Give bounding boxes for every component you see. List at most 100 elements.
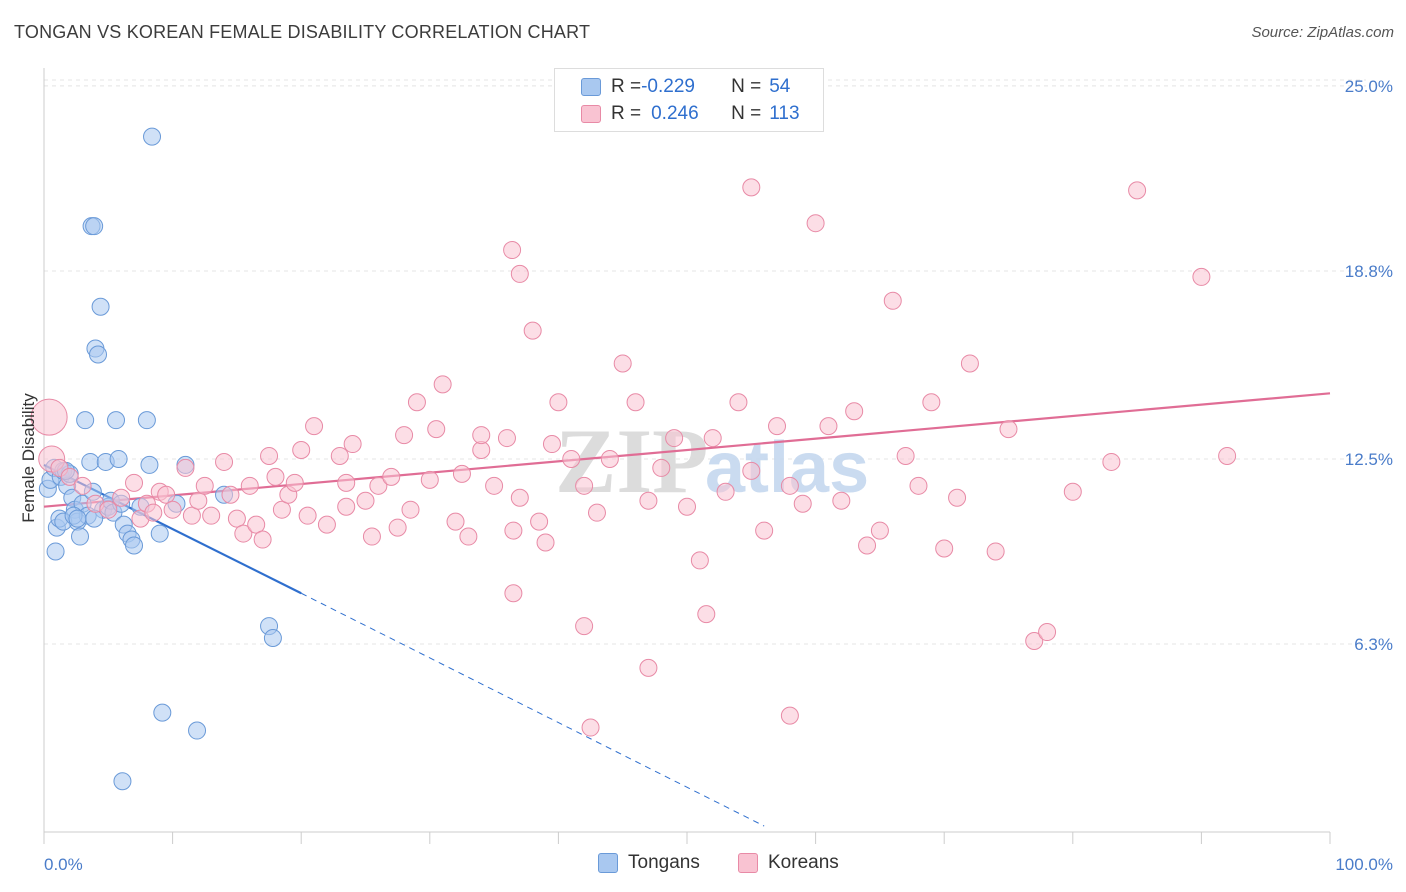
korean-point <box>176 458 195 477</box>
korean-point <box>1128 181 1147 200</box>
legend-n-value: 54 <box>769 76 791 97</box>
legend-r-value: 0.246 <box>651 103 699 124</box>
legend-row-tongans: R = -0.229 N = 54 <box>581 75 790 99</box>
korean-point <box>587 503 606 522</box>
korean-point <box>99 500 118 519</box>
korean-point <box>742 178 761 197</box>
korean-point <box>575 476 594 495</box>
korean-point <box>523 321 542 340</box>
legend-label-tongans: Tongans <box>628 852 700 873</box>
chart-title: TONGAN VS KOREAN FEMALE DISABILITY CORRE… <box>14 22 591 42</box>
tongan-point <box>85 217 104 236</box>
legend-n-label: N = <box>731 76 762 97</box>
korean-point <box>163 500 182 519</box>
legend-n-label: N = <box>731 103 762 124</box>
tongan-point <box>107 411 126 430</box>
y-axis-label: Female Disability <box>19 393 38 523</box>
korean-point <box>935 539 954 558</box>
korean-point <box>253 530 272 549</box>
tongan-point <box>263 629 282 648</box>
korean-point <box>806 214 825 233</box>
legend-r-label: R = <box>611 103 642 124</box>
korean-point <box>247 515 266 534</box>
korean-point <box>652 458 671 477</box>
korean-point <box>922 393 941 412</box>
correlation-legend: R = -0.229 N = 54 R = 0.246 N = 113 <box>554 68 824 132</box>
korean-point <box>510 488 529 507</box>
korean-point <box>195 476 214 495</box>
tongan-point <box>71 527 90 546</box>
tongan-point <box>137 411 156 430</box>
korean-point <box>272 500 291 519</box>
korean-point <box>729 393 748 412</box>
korean-point <box>1038 623 1057 642</box>
legend-item-tongans[interactable]: Tongans <box>598 852 700 874</box>
korean-point <box>768 417 787 436</box>
korean-point <box>742 461 761 480</box>
tongan-point <box>153 703 172 722</box>
korean-point <box>260 446 279 465</box>
legend-swatch-tongans <box>581 78 601 96</box>
korean-point <box>407 393 426 412</box>
korean-point <box>433 375 452 394</box>
korean-point <box>60 467 79 486</box>
legend-swatch-koreans <box>738 853 758 873</box>
korean-point <box>845 402 864 421</box>
korean-point <box>504 584 523 603</box>
korean-point <box>600 449 619 468</box>
korean-point <box>144 503 163 522</box>
korean-point <box>639 658 658 677</box>
korean-point <box>986 542 1005 561</box>
korean-point <box>665 429 684 448</box>
series-koreans <box>30 178 1237 737</box>
legend-n-value: 113 <box>769 103 800 124</box>
korean-point <box>298 506 317 525</box>
korean-point <box>202 506 221 525</box>
korean-point <box>678 497 696 516</box>
trend-line-extension-tongans <box>300 592 765 827</box>
korean-point <box>30 398 68 436</box>
korean-point <box>858 536 877 555</box>
korean-point <box>562 449 581 468</box>
data-points <box>30 127 1237 791</box>
korean-point <box>613 354 632 373</box>
korean-point <box>497 429 516 448</box>
tongan-point <box>46 542 65 561</box>
korean-point <box>227 509 246 528</box>
tongan-point <box>188 721 207 740</box>
korean-point <box>292 441 311 459</box>
korean-point <box>343 435 362 454</box>
korean-point <box>125 473 144 492</box>
korean-point <box>337 497 356 516</box>
korean-point <box>369 476 388 495</box>
korean-point <box>112 488 131 507</box>
korean-point <box>581 718 600 737</box>
korean-point <box>716 482 735 501</box>
tongan-point <box>81 452 100 471</box>
tongan-point <box>68 509 87 528</box>
korean-point <box>1063 482 1082 501</box>
tongan-point <box>89 345 108 364</box>
korean-point <box>459 527 478 546</box>
korean-point <box>401 500 420 519</box>
korean-point <box>1218 446 1237 465</box>
korean-point <box>362 527 381 546</box>
korean-point <box>266 467 285 486</box>
korean-point <box>330 446 349 465</box>
source-label: Source: ZipAtlas.com <box>1251 24 1394 41</box>
korean-point <box>240 476 259 495</box>
legend-item-koreans[interactable]: Koreans <box>738 852 839 874</box>
korean-point <box>503 241 522 260</box>
tongan-point <box>125 536 144 555</box>
x-tick-label-min: 0.0% <box>44 855 83 874</box>
legend-swatch-koreans <box>581 105 601 123</box>
watermark-zip: ZIP <box>555 410 708 512</box>
legend-label-koreans: Koreans <box>768 852 839 873</box>
korean-point <box>793 494 812 513</box>
korean-point <box>896 446 915 465</box>
korean-point <box>317 515 336 534</box>
y-tick-label: 6.3% <box>1354 635 1393 654</box>
legend-swatch-tongans <box>598 853 618 873</box>
y-tick-label: 18.8% <box>1345 262 1393 281</box>
korean-point <box>883 291 902 310</box>
